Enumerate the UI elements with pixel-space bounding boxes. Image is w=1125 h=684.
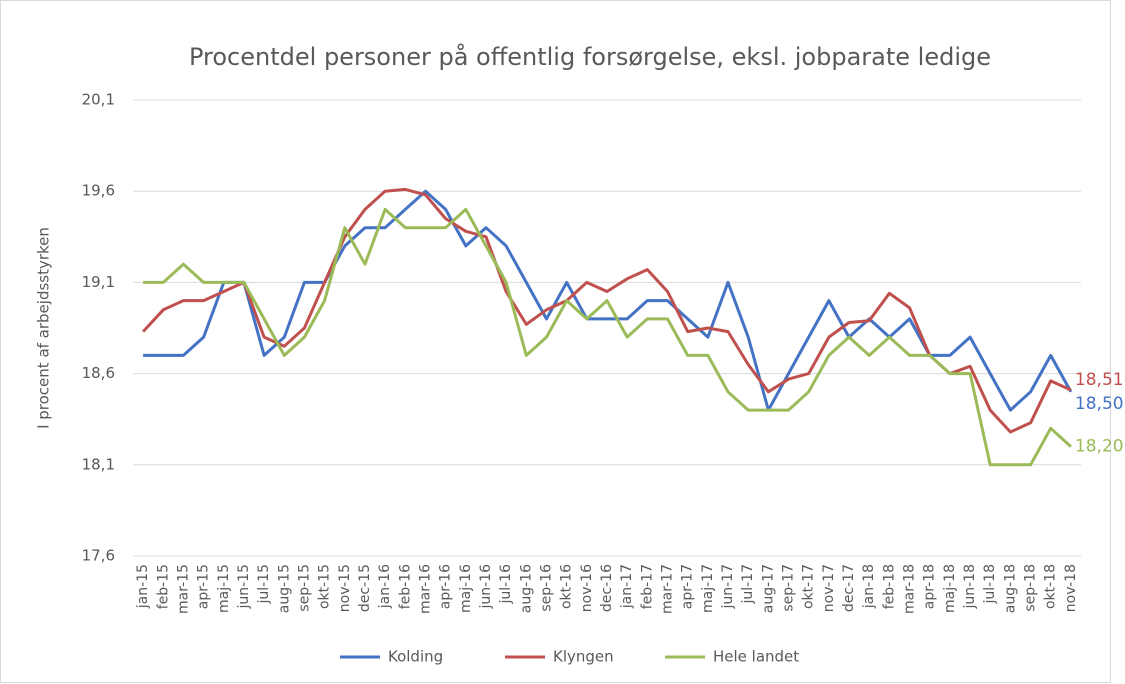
x-tick-label: apr-15: [196, 564, 212, 609]
x-tick-label: okt-16: [559, 564, 575, 609]
y-tick-label: 20,1: [82, 91, 115, 109]
data-label: 18,20: [1075, 437, 1124, 457]
x-tick-label: mar-16: [417, 564, 433, 614]
x-tick-label: sep-18: [1023, 564, 1039, 612]
x-tick-label: apr-17: [680, 564, 696, 609]
x-tick-label: maj-15: [216, 564, 232, 613]
x-tick-label: jan-16: [377, 564, 393, 609]
x-tick-label: nov-15: [337, 564, 353, 612]
y-tick-label: 17,6: [82, 547, 115, 565]
x-tick-label: dec-15: [357, 564, 373, 612]
line-series: [143, 189, 1073, 412]
x-tick-label: jul-18: [982, 564, 998, 605]
data-label: 18,51: [1075, 370, 1124, 390]
x-tick-label: dec-17: [841, 564, 857, 612]
x-tick-label: apr-16: [438, 564, 454, 609]
x-tick-label: aug-16: [518, 564, 534, 613]
x-tick-label: okt-15: [317, 564, 333, 609]
legend-label: Klyngen: [553, 648, 614, 666]
legend-label: Kolding: [388, 648, 443, 666]
chart-title: Procentdel personer på offentlig forsørg…: [189, 42, 991, 71]
x-tick-label: sep-17: [781, 564, 797, 612]
x-tick-label: maj-16: [458, 564, 474, 613]
x-tick-label: apr-18: [922, 564, 938, 609]
x-tick-label: jan-18: [861, 564, 877, 609]
x-tick-label: jul-16: [498, 564, 514, 605]
x-tick-label: aug-17: [760, 564, 776, 613]
x-tick-label: jan-15: [135, 564, 151, 609]
x-tick-label: feb-18: [881, 564, 897, 609]
x-tick-label: dec-16: [599, 564, 615, 612]
y-tick-label: 19,6: [82, 182, 115, 200]
x-tick-label: feb-15: [155, 564, 171, 609]
x-tick-label: okt-17: [801, 564, 817, 609]
x-tick-label: jul-15: [256, 564, 272, 605]
x-tick-label: nov-18: [1063, 564, 1079, 612]
x-tick-label: sep-15: [296, 564, 312, 612]
x-tick-label: nov-16: [579, 564, 595, 612]
x-tick-label: jun-16: [478, 564, 494, 610]
x-tick-label: jun-17: [720, 564, 736, 610]
x-tick-label: mar-18: [902, 564, 918, 614]
x-tick-label: maj-18: [942, 564, 958, 613]
x-tick-label: sep-16: [538, 564, 554, 612]
x-tick-label: feb-16: [397, 564, 413, 609]
x-tick-label: nov-17: [821, 564, 837, 612]
data-label: 18,50: [1075, 394, 1124, 414]
y-tick-label: 18,6: [82, 364, 115, 382]
x-tick-label: jun-18: [962, 564, 978, 610]
line-series: [143, 207, 1072, 467]
x-tick-label: aug-18: [1002, 564, 1018, 613]
y-tick-label: 19,1: [82, 273, 115, 291]
x-tick-label: mar-17: [660, 564, 676, 614]
x-tick-label: mar-15: [175, 564, 191, 614]
x-tick-label: feb-17: [639, 564, 655, 609]
x-tick-label: jan-17: [619, 564, 635, 609]
x-tick-label: maj-17: [700, 564, 716, 613]
y-tick-label: 18,1: [82, 455, 115, 473]
x-tick-label: jun-15: [236, 564, 252, 610]
x-tick-label: okt-18: [1043, 564, 1059, 609]
legend-label: Hele landet: [713, 648, 799, 666]
x-tick-label: jul-17: [740, 564, 756, 605]
x-tick-label: aug-15: [276, 564, 292, 613]
y-axis-label: I procent af arbejdsstyrken: [35, 227, 53, 429]
line-series: [141, 187, 1072, 434]
